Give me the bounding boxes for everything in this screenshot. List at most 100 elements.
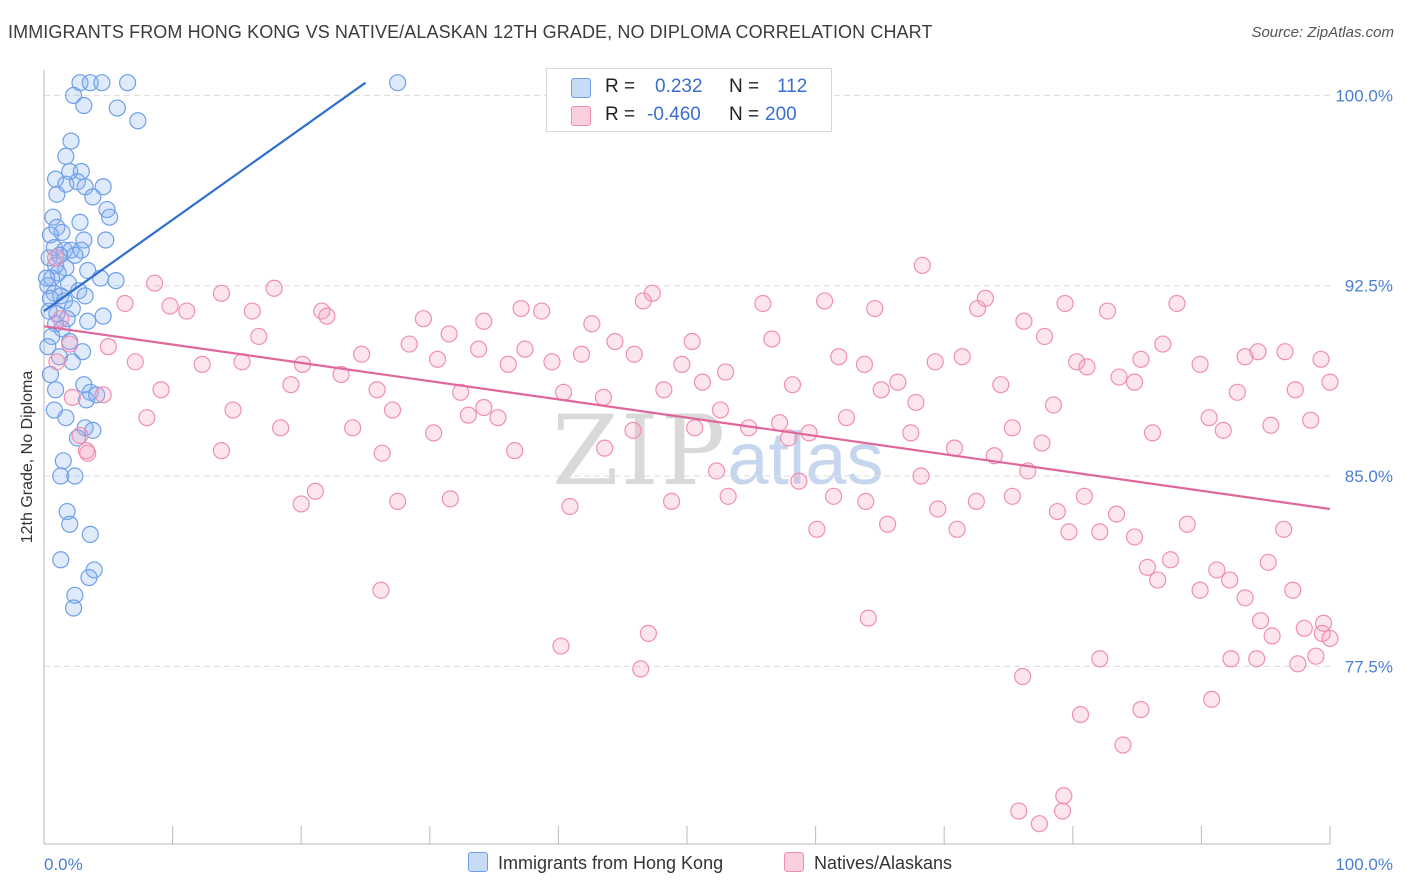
- scatter-point: [48, 353, 66, 371]
- scatter-point: [475, 312, 493, 330]
- scatter-point: [39, 338, 57, 356]
- y-axis-label: 12th Grade, No Diploma: [19, 371, 36, 544]
- scatter-point: [1044, 396, 1063, 414]
- scatter-point: [763, 330, 781, 348]
- scatter-point: [46, 249, 65, 267]
- scatter-point: [543, 353, 561, 371]
- scatter-point: [84, 188, 102, 206]
- scatter-point: [383, 401, 402, 419]
- scatter-point: [1014, 667, 1032, 686]
- y-tick-label: 100.0%: [1335, 86, 1393, 105]
- trend-line: [43, 325, 1331, 511]
- y-tick-label: 77.5%: [1345, 657, 1393, 676]
- scatter-point: [48, 185, 66, 203]
- legend-n-label: N =: [729, 76, 760, 97]
- scatter-point: [57, 409, 75, 427]
- scatter-point: [707, 462, 726, 480]
- scatter-point: [91, 269, 110, 287]
- scatter-point: [84, 421, 102, 439]
- scatter-point: [243, 302, 261, 320]
- scatter-point: [825, 487, 843, 505]
- scatter-point: [318, 307, 336, 325]
- scatter-point: [272, 419, 290, 437]
- scatter-point: [292, 495, 310, 513]
- scatter-point: [711, 401, 730, 419]
- scatter-point: [1107, 505, 1126, 523]
- scatter-point: [683, 332, 701, 351]
- scatter-point: [859, 609, 877, 627]
- scatter-point: [52, 310, 70, 328]
- legend-n-value: 200: [765, 104, 797, 125]
- watermark: ZIPatlas: [552, 395, 884, 507]
- scatter-point: [1321, 629, 1339, 648]
- scatter-point: [1248, 650, 1266, 668]
- scatter-point: [976, 289, 994, 307]
- scatter-point: [830, 348, 848, 366]
- scatter-point: [1068, 353, 1086, 371]
- scatter-point: [389, 492, 407, 511]
- scatter-point: [64, 86, 83, 104]
- scatter-point: [572, 345, 591, 363]
- scatter-point: [816, 292, 834, 310]
- scatter-point: [1132, 700, 1150, 719]
- scatter-point: [459, 406, 477, 424]
- legend-swatch-natives: [571, 106, 591, 126]
- legend-r-label: R =: [605, 76, 636, 97]
- scatter-point: [489, 409, 507, 427]
- scatter-point: [79, 312, 97, 330]
- scatter-point: [953, 348, 971, 366]
- scatter-point: [332, 365, 350, 384]
- scatter-point: [1295, 619, 1313, 637]
- scatter-point: [372, 581, 390, 599]
- scatter-point: [1154, 335, 1172, 353]
- scatter-point: [1071, 705, 1090, 724]
- watermark-zip: ZIP: [552, 395, 728, 507]
- y-tick-label: 85.0%: [1345, 467, 1393, 486]
- scatter-point: [52, 551, 70, 569]
- scatter-point: [1114, 736, 1132, 754]
- scatter-point: [61, 515, 79, 533]
- scatter-point: [212, 442, 231, 460]
- scatter-point: [126, 353, 144, 371]
- bottom-legend-swatch: [784, 852, 804, 872]
- legend-row-hong-kong: R = 0.232 N = 112: [547, 73, 831, 101]
- scatter-point: [152, 381, 170, 399]
- scatter-point: [902, 424, 920, 442]
- chart-title: IMMIGRANTS FROM HONG KONG VS NATIVE/ALAS…: [8, 22, 933, 42]
- scatter-point: [373, 444, 391, 462]
- scatter-point: [1048, 502, 1066, 521]
- scatter-point: [1078, 358, 1096, 376]
- scatter-point: [1214, 421, 1232, 439]
- scatter-point: [516, 340, 534, 358]
- scatter-point: [63, 388, 81, 406]
- scatter-point: [624, 421, 642, 439]
- scatter-point: [88, 386, 106, 404]
- scatter-point: [866, 299, 884, 318]
- scatter-point: [583, 315, 601, 333]
- scatter-point: [100, 208, 119, 226]
- scatter-point: [1060, 523, 1078, 541]
- scatter-point: [1091, 523, 1109, 541]
- scatter-point: [837, 409, 856, 427]
- scatter-point: [428, 350, 447, 368]
- scatter-point: [686, 419, 704, 437]
- scatter-point: [594, 388, 613, 406]
- scatter-point: [138, 409, 156, 427]
- scatter-point: [1143, 424, 1162, 442]
- scatter-point: [929, 500, 947, 518]
- scatter-point: [94, 307, 112, 325]
- scatter-point: [66, 246, 84, 264]
- scatter-point: [344, 419, 362, 437]
- scatter-point: [99, 338, 117, 356]
- scatter-point: [54, 452, 72, 470]
- scatter-point: [948, 520, 966, 538]
- scatter-point: [872, 381, 890, 399]
- scatter-point: [306, 482, 324, 500]
- scatter-point: [992, 376, 1010, 394]
- scatter-point: [97, 231, 115, 249]
- legend-n-label: N =: [729, 104, 760, 125]
- scatter-point: [1208, 561, 1226, 579]
- scatter-point: [554, 383, 573, 401]
- scatter-point: [440, 325, 458, 343]
